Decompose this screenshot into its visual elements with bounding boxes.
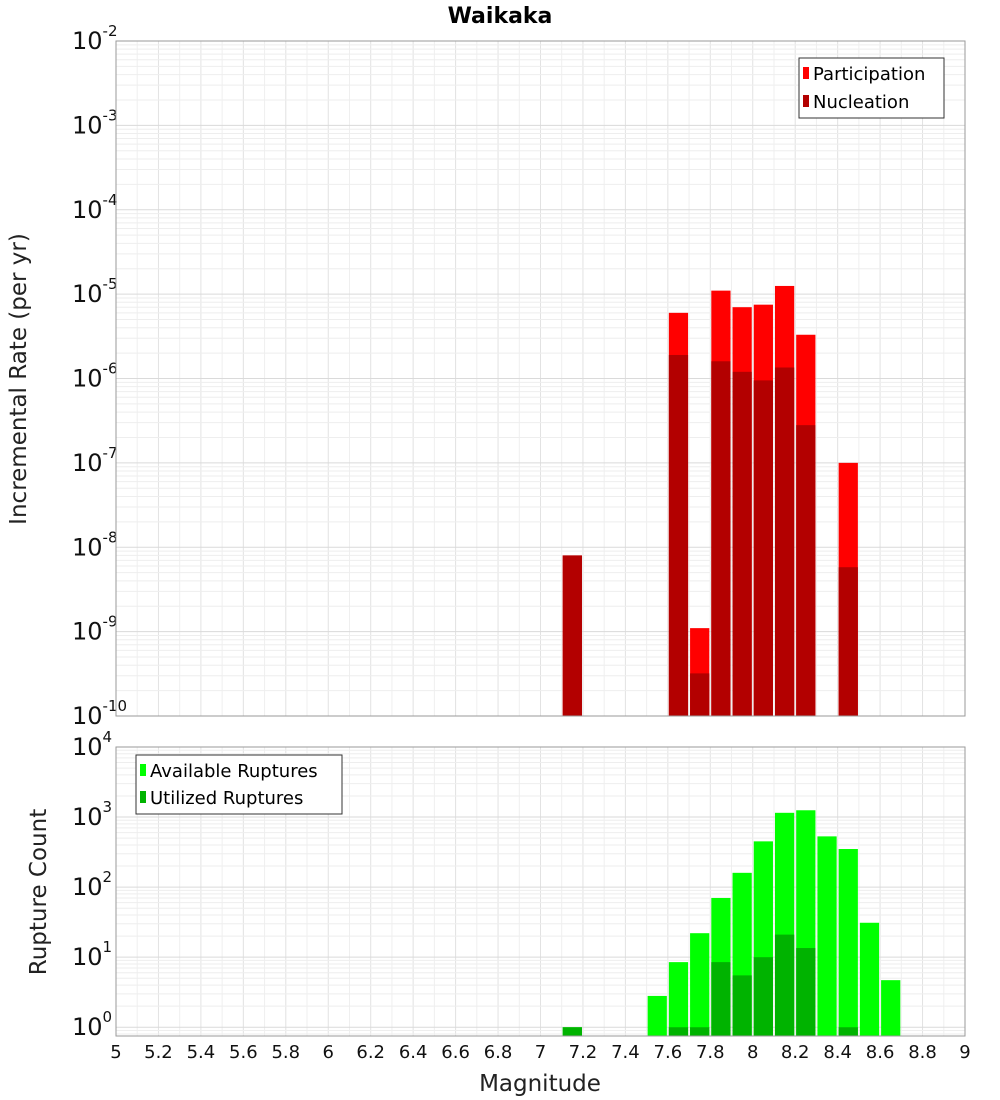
- rate-y-ticks: 10-10 10-9 10-8 10-7 10-6 10-5 10-4 10-3 10-2: [72, 22, 127, 730]
- x-tick-label: 7.2: [569, 1042, 598, 1063]
- count-bar-inner: [711, 962, 731, 1036]
- rate-y-tick-label: 10-7: [72, 444, 118, 477]
- count-bar-inner: [668, 1027, 689, 1036]
- rate-y-tick-label: 10-2: [72, 22, 118, 55]
- participation-legend-swatch: [803, 67, 809, 79]
- rate-y-tick-label: 10-5: [72, 275, 118, 308]
- rate-y-tick-label: 10-6: [72, 360, 118, 393]
- count-y-axis-label: Rupture Count: [26, 809, 52, 975]
- nucleation-legend-label: Nucleation: [813, 92, 909, 113]
- utilized-legend-swatch: [140, 791, 146, 803]
- x-tick-label: 5.6: [229, 1042, 258, 1063]
- x-tick-label: 7.4: [611, 1042, 640, 1063]
- x-axis-label: Magnitude: [479, 1071, 601, 1097]
- x-tick-label: 7: [535, 1042, 546, 1063]
- available-legend-swatch: [140, 764, 146, 776]
- count-bar-inner: [562, 1027, 582, 1036]
- rate-y-tick-label: 10-9: [72, 613, 118, 646]
- count-panel: 100 101 102 103 104 5 5.2 5.4 5.6 5.8 6 6.2 6.4 6.6 6…: [26, 728, 971, 1097]
- available-legend-label: Available Ruptures: [150, 761, 318, 782]
- rate-bar-inner: [838, 567, 858, 716]
- rate-y-tick-label: 10-4: [72, 191, 118, 224]
- count-bar-inner: [690, 1027, 710, 1036]
- count-bar-outer: [817, 836, 837, 1036]
- count-bar-outer: [859, 922, 880, 1036]
- nucleation-legend-swatch: [803, 95, 809, 107]
- rate-bar-inner: [711, 361, 731, 716]
- x-tick-label: 8.8: [908, 1042, 937, 1063]
- x-tick-label: 5.4: [187, 1042, 216, 1063]
- x-tick-label: 5: [110, 1042, 121, 1063]
- count-legend-box: [135, 754, 343, 815]
- x-tick-label: 8: [747, 1042, 758, 1063]
- count-bar-inner: [774, 934, 795, 1036]
- count-bar-outer: [838, 849, 858, 1036]
- x-tick-label: 6.2: [356, 1042, 385, 1063]
- count-y-tick-label: 100: [72, 1008, 112, 1041]
- count-y-ticks: 100 101 102 103 104: [72, 728, 112, 1041]
- rate-legend-box: [798, 57, 945, 119]
- x-tick-label: 9: [959, 1042, 970, 1063]
- rate-y-tick-label: 10-8: [72, 528, 118, 561]
- rate-plot-frame: [115, 40, 966, 717]
- rate-bar-inner: [753, 380, 773, 716]
- x-tick-label: 6.6: [441, 1042, 470, 1063]
- count-bar-inner: [838, 1027, 858, 1036]
- rate-legend: Participation Nucleation: [798, 57, 945, 119]
- x-tick-label: 7.8: [696, 1042, 725, 1063]
- x-tick-label: 5.8: [271, 1042, 300, 1063]
- x-tick-label: 8.4: [823, 1042, 852, 1063]
- rate-bar-inner: [774, 367, 795, 716]
- x-tick-label: 7.6: [654, 1042, 683, 1063]
- rate-bar-inner: [796, 425, 816, 716]
- rate-bar-inner: [690, 673, 710, 716]
- x-tick-label: 8.2: [781, 1042, 810, 1063]
- participation-legend-label: Participation: [813, 64, 925, 85]
- rate-grid: [115, 40, 966, 717]
- count-bar-outer: [647, 995, 667, 1036]
- x-tick-label: 6.8: [484, 1042, 513, 1063]
- count-y-tick-label: 101: [72, 938, 112, 971]
- rate-y-tick-label: 10-10: [72, 697, 127, 730]
- count-plot-frame: [115, 746, 966, 1037]
- count-bar-inner: [796, 948, 816, 1036]
- count-bar-outer: [668, 962, 689, 1036]
- count-y-tick-label: 103: [72, 798, 112, 831]
- rate-bars: [562, 285, 858, 716]
- x-tick-label: 6.4: [399, 1042, 428, 1063]
- x-tick-label: 6: [323, 1042, 334, 1063]
- rate-bar-inner: [732, 371, 752, 716]
- rate-bar-inner: [668, 354, 689, 716]
- count-bars: [562, 810, 901, 1036]
- rate-y-tick-label: 10-3: [72, 106, 118, 139]
- count-legend: Available Ruptures Utilized Ruptures: [135, 754, 343, 815]
- magnitude-x-ticks: 5 5.2 5.4 5.6 5.8 6 6.2 6.4 6.6 6.8 7 7.2 7.4 7.6 7.8 8…: [110, 1042, 970, 1063]
- rate-panel: 10-10 10-9 10-8 10-7 10-6 10-5 10-4 10-3 10-2 Wa…: [6, 4, 966, 730]
- rate-bar-inner: [562, 555, 582, 716]
- count-bar-outer: [881, 980, 901, 1036]
- x-tick-label: 5.2: [144, 1042, 173, 1063]
- count-bar-inner: [732, 975, 752, 1036]
- utilized-legend-label: Utilized Ruptures: [150, 788, 303, 809]
- count-bar-inner: [753, 957, 773, 1036]
- x-tick-label: 8.6: [866, 1042, 895, 1063]
- count-bar-outer: [690, 933, 710, 1036]
- chart-title: Waikaka: [448, 4, 553, 29]
- count-y-tick-label: 102: [72, 868, 112, 901]
- count-y-tick-label: 104: [72, 728, 112, 761]
- rate-y-axis-label: Incremental Rate (per yr): [6, 233, 32, 525]
